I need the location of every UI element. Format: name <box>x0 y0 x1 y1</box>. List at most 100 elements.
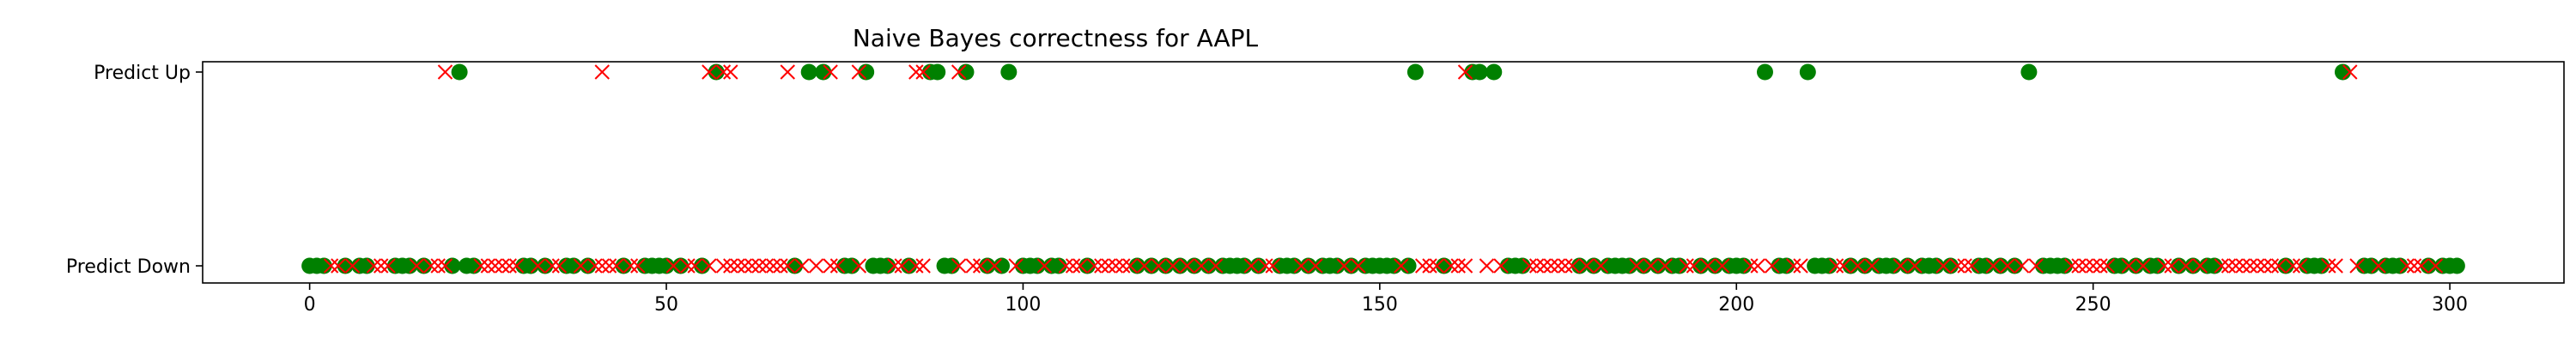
incorrect-point-stroke <box>551 258 568 274</box>
incorrect-point <box>2406 258 2422 274</box>
incorrect-point <box>723 64 738 80</box>
incorrect-point <box>1457 64 1473 80</box>
correct-point <box>1978 257 1995 274</box>
incorrect-point-stroke <box>823 64 838 80</box>
incorrect-point <box>823 64 838 80</box>
incorrect-point <box>1058 258 1073 274</box>
incorrect-point-stroke <box>987 258 1002 274</box>
incorrect-point-stroke <box>1351 258 1366 274</box>
correct-point <box>2020 63 2038 81</box>
correct-point <box>615 257 632 274</box>
incorrect-point <box>1179 258 1195 274</box>
incorrect-point-stroke <box>366 258 382 274</box>
incorrect-point-stroke <box>1058 258 1073 274</box>
incorrect-point-stroke <box>2164 258 2179 274</box>
incorrect-point-stroke <box>715 258 732 274</box>
incorrect-point <box>2099 258 2115 274</box>
incorrect-point-stroke <box>702 258 717 274</box>
incorrect-point <box>2085 258 2101 274</box>
correct-point <box>858 63 875 81</box>
incorrect-point-stroke <box>758 258 775 274</box>
incorrect-point <box>751 258 767 274</box>
incorrect-point-stroke <box>1850 258 1866 274</box>
incorrect-point-stroke <box>765 258 781 274</box>
correct-point <box>1236 257 1253 274</box>
incorrect-point <box>1243 258 1260 274</box>
incorrect-point-stroke <box>2028 258 2044 274</box>
incorrect-point <box>687 258 702 274</box>
incorrect-point-stroke <box>1629 258 1644 274</box>
correct-point <box>1328 257 1346 274</box>
plot-frame <box>202 61 2565 284</box>
incorrect-point <box>480 258 496 274</box>
incorrect-point-stroke <box>2228 258 2244 274</box>
incorrect-point <box>1414 258 1431 274</box>
incorrect-point-stroke <box>2371 258 2386 274</box>
incorrect-point-stroke <box>1714 258 1730 274</box>
incorrect-point <box>1208 258 1224 274</box>
correct-point <box>843 257 860 274</box>
correct-point <box>1941 257 1959 274</box>
incorrect-point <box>1558 258 1573 274</box>
incorrect-point <box>1564 258 1580 274</box>
incorrect-point <box>1850 258 1866 274</box>
correct-point <box>2184 257 2202 274</box>
correct-point <box>1777 257 1795 274</box>
x-tick-label: 100 <box>1005 294 1041 316</box>
incorrect-point-stroke <box>473 258 489 274</box>
incorrect-point <box>1957 258 1972 274</box>
incorrect-point <box>1950 258 1965 274</box>
incorrect-point <box>1036 258 1053 274</box>
incorrect-point-stroke <box>594 64 610 80</box>
incorrect-point <box>601 258 617 274</box>
incorrect-point-stroke <box>730 258 745 274</box>
incorrect-point <box>915 64 931 80</box>
correct-point <box>1300 257 1317 274</box>
incorrect-point-stroke <box>1935 258 1951 274</box>
incorrect-point <box>972 258 988 274</box>
incorrect-point-stroke <box>2292 258 2308 274</box>
incorrect-point <box>530 258 546 274</box>
incorrect-point-stroke <box>915 258 931 274</box>
incorrect-point <box>380 258 396 274</box>
incorrect-point <box>409 258 424 274</box>
incorrect-point-stroke <box>2157 258 2172 274</box>
incorrect-point <box>1765 258 1780 274</box>
correct-point <box>2148 257 2166 274</box>
correct-point <box>444 257 461 274</box>
incorrect-point <box>1550 258 1566 274</box>
incorrect-point-stroke <box>2093 258 2108 274</box>
correct-point <box>337 257 354 274</box>
incorrect-point <box>730 258 745 274</box>
correct-point <box>1571 257 1588 274</box>
incorrect-point <box>1629 258 1644 274</box>
incorrect-point <box>2000 258 2015 274</box>
incorrect-point-stroke <box>609 258 624 274</box>
x-tick-label: 200 <box>1718 294 1754 316</box>
incorrect-point-stroke <box>894 258 909 274</box>
incorrect-point-stroke <box>1564 258 1580 274</box>
correct-point <box>1250 257 1267 274</box>
incorrect-point <box>1657 258 1673 274</box>
incorrect-point <box>1429 258 1445 274</box>
incorrect-point-stroke <box>530 258 546 274</box>
incorrect-point-stroke <box>437 64 453 80</box>
correct-point <box>2391 257 2409 274</box>
incorrect-point <box>1108 258 1124 274</box>
incorrect-point-stroke <box>1036 258 1053 274</box>
incorrect-point <box>1643 258 1659 274</box>
correct-point <box>2334 63 2351 81</box>
incorrect-point <box>2214 258 2229 274</box>
incorrect-point-stroke <box>829 258 846 274</box>
y-tick-label: Predict Up <box>94 63 191 84</box>
correct-point <box>979 257 996 274</box>
y-tick-label: Predict Down <box>66 256 191 278</box>
incorrect-point-stroke <box>751 258 767 274</box>
incorrect-point-stroke <box>1336 258 1352 274</box>
incorrect-point-stroke <box>2136 258 2151 274</box>
incorrect-point-stroke <box>501 258 517 274</box>
correct-point <box>1514 257 1531 274</box>
incorrect-point-stroke <box>1493 258 1509 274</box>
incorrect-point-stroke <box>1101 258 1116 274</box>
incorrect-point-stroke <box>1836 258 1851 274</box>
